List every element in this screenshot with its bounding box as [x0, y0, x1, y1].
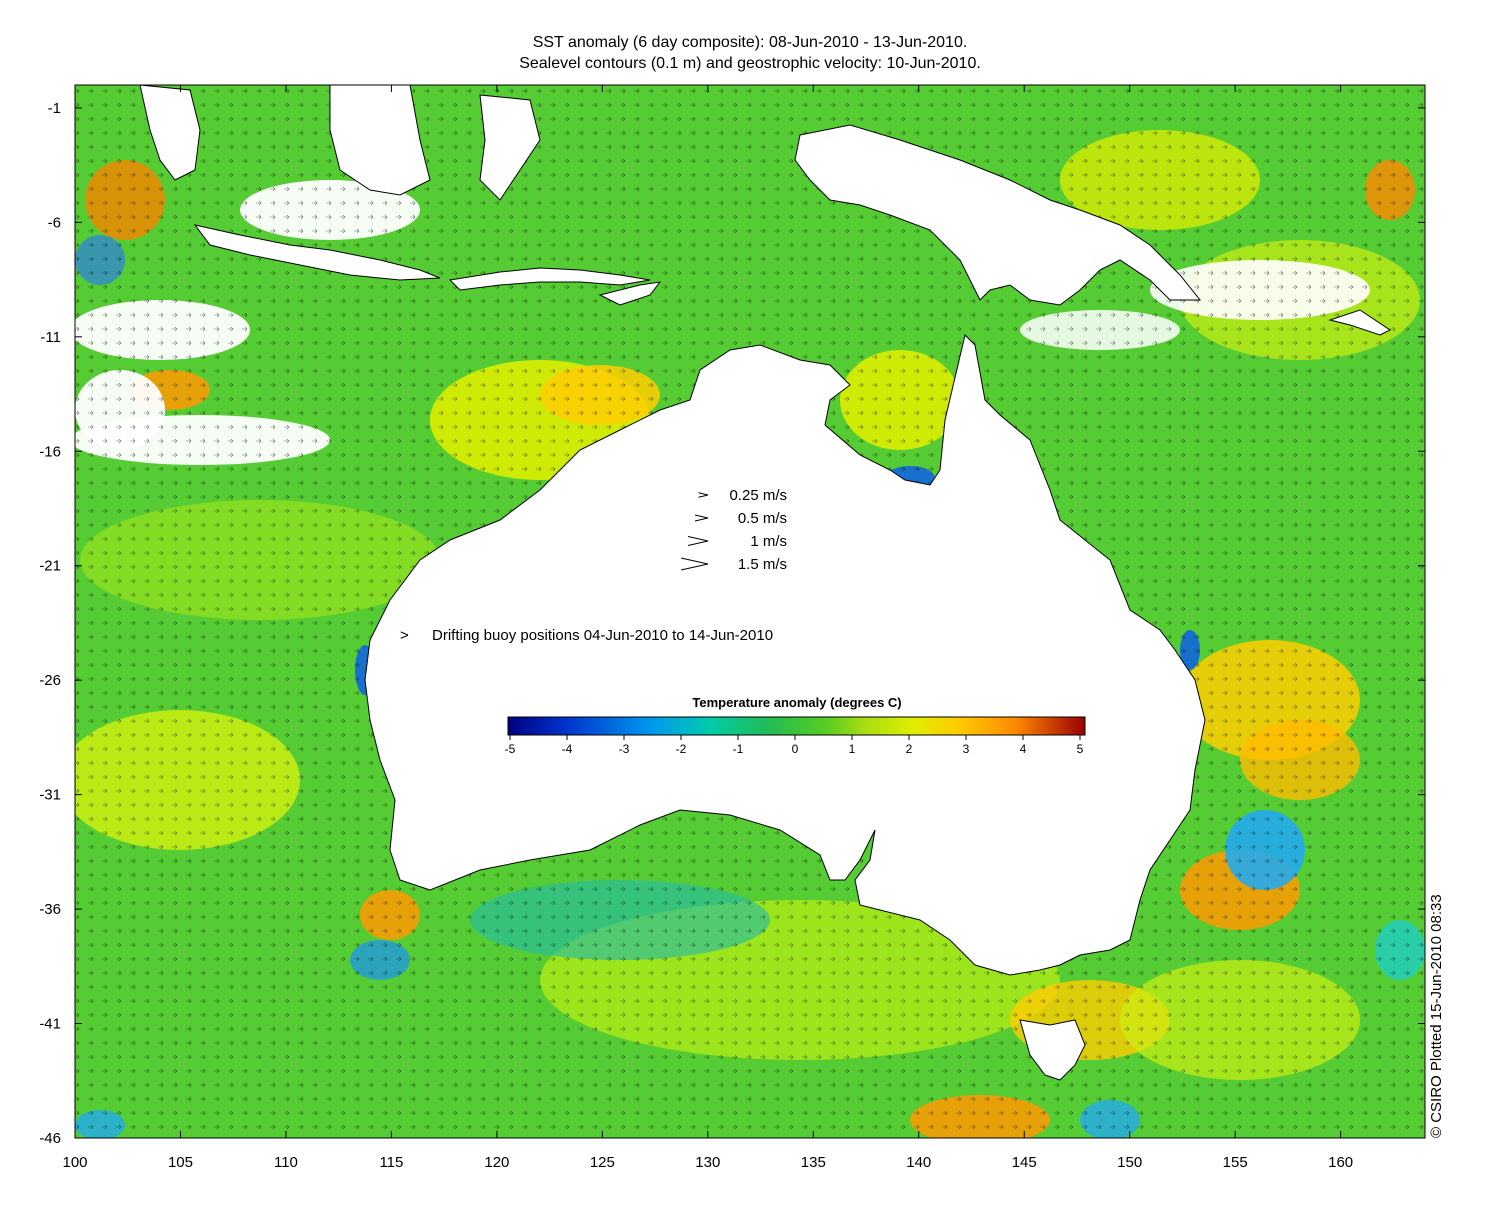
- y-tick-label: -46: [39, 1130, 61, 1147]
- buoy-label: Drifting buoy positions 04-Jun-2010 to 1…: [432, 627, 773, 644]
- map-title-line2: Sealevel contours (0.1 m) and geostrophi…: [519, 55, 981, 72]
- colorbar-tick-label: 3: [963, 742, 970, 756]
- y-tick-label: -31: [39, 787, 61, 804]
- buoy-legend: > Drifting buoy positions 04-Jun-2010 to…: [400, 627, 773, 644]
- y-tick-label: -16: [39, 443, 61, 460]
- x-tick-label: 105: [168, 1154, 193, 1171]
- velocity-arrow-sample: [698, 492, 709, 498]
- y-tick-label: -1: [48, 100, 61, 117]
- velocity-legend: 0.25 m/s 0.5 m/s 1 m/s 1.5 m/s: [680, 487, 787, 573]
- velocity-label: 1 m/s: [750, 533, 787, 550]
- x-tick-label: 160: [1328, 1154, 1353, 1171]
- x-tick-label: 145: [1012, 1154, 1037, 1171]
- x-tick-label: 110: [274, 1154, 298, 1171]
- colorbar-tick-label: 0: [792, 742, 799, 756]
- velocity-label: 1.5 m/s: [738, 556, 787, 573]
- colorbar-tick-label: -2: [676, 742, 687, 756]
- borneo-landmass: [329, 84, 431, 196]
- colorbar-tick-label: -1: [733, 742, 744, 756]
- x-tick-label: 100: [62, 1154, 87, 1171]
- x-tick-label: 130: [695, 1154, 720, 1171]
- y-tick-label: -21: [39, 558, 61, 575]
- y-tick-label: -11: [40, 329, 61, 346]
- x-axis: 100 105 110 115 120 125 130 135 140 145 150 155 160: [62, 85, 1353, 1171]
- credit-text: © CSIRO Plotted 15-Jun-2010 08:33: [1428, 894, 1445, 1138]
- x-tick-label: 155: [1223, 1154, 1248, 1171]
- colorbar-tick-label: 4: [1020, 742, 1027, 756]
- velocity-arrow-sample: [687, 536, 709, 546]
- velocity-label: 0.5 m/s: [738, 510, 787, 527]
- land-masses: [139, 84, 1391, 1081]
- y-tick-label: -26: [39, 672, 61, 689]
- velocity-arrow-sample: [694, 514, 709, 522]
- plot-frame: [74, 84, 1426, 1139]
- buoy-symbol: >: [400, 627, 409, 644]
- x-tick-label: 115: [379, 1154, 403, 1171]
- java-landmass: [193, 224, 441, 281]
- colorbar-tick-label: -5: [505, 742, 516, 756]
- colorbar-tick-label: 1: [849, 742, 856, 756]
- solomon-islands: [1328, 309, 1391, 336]
- map-title-line1: SST anomaly (6 day composite): 08-Jun-20…: [532, 34, 968, 51]
- sulawesi-landmass: [479, 94, 541, 201]
- colorbar-tick-label: 2: [906, 742, 913, 756]
- x-tick-label: 120: [484, 1154, 509, 1171]
- sumatra-landmass: [139, 84, 201, 181]
- y-tick-label: -41: [39, 1016, 61, 1033]
- colorbar-ticks: -5 -4 -3 -2 -1 0 1 2 3 4 5: [505, 735, 1084, 756]
- x-tick-label: 125: [590, 1154, 615, 1171]
- velocity-arrow-sample: [680, 557, 709, 571]
- colorbar-tick-label: -3: [619, 742, 630, 756]
- velocity-label: 0.25 m/s: [729, 487, 787, 504]
- colorbar-gradient: [507, 716, 1086, 736]
- x-tick-label: 150: [1117, 1154, 1142, 1171]
- colorbar-tick-label: -4: [562, 742, 573, 756]
- x-tick-label: 140: [906, 1154, 931, 1171]
- lesser-sunda-islands: [448, 267, 651, 291]
- colorbar: Temperature anomaly (degrees C) -5 -4 -3 -2…: [505, 695, 1086, 756]
- colorbar-tick-label: 5: [1077, 742, 1084, 756]
- timor-landmass: [598, 281, 662, 306]
- y-axis: -1-6-11-16-21-26-31-36-41-46: [39, 100, 1425, 1147]
- new-guinea-landmass: [794, 124, 1202, 306]
- australia-landmass: [364, 334, 1206, 976]
- y-tick-label: -36: [39, 901, 61, 918]
- tasmania-landmass: [1019, 1019, 1086, 1081]
- x-tick-label: 135: [801, 1154, 826, 1171]
- colorbar-title: Temperature anomaly (degrees C): [692, 695, 901, 710]
- y-tick-label: -6: [48, 214, 61, 231]
